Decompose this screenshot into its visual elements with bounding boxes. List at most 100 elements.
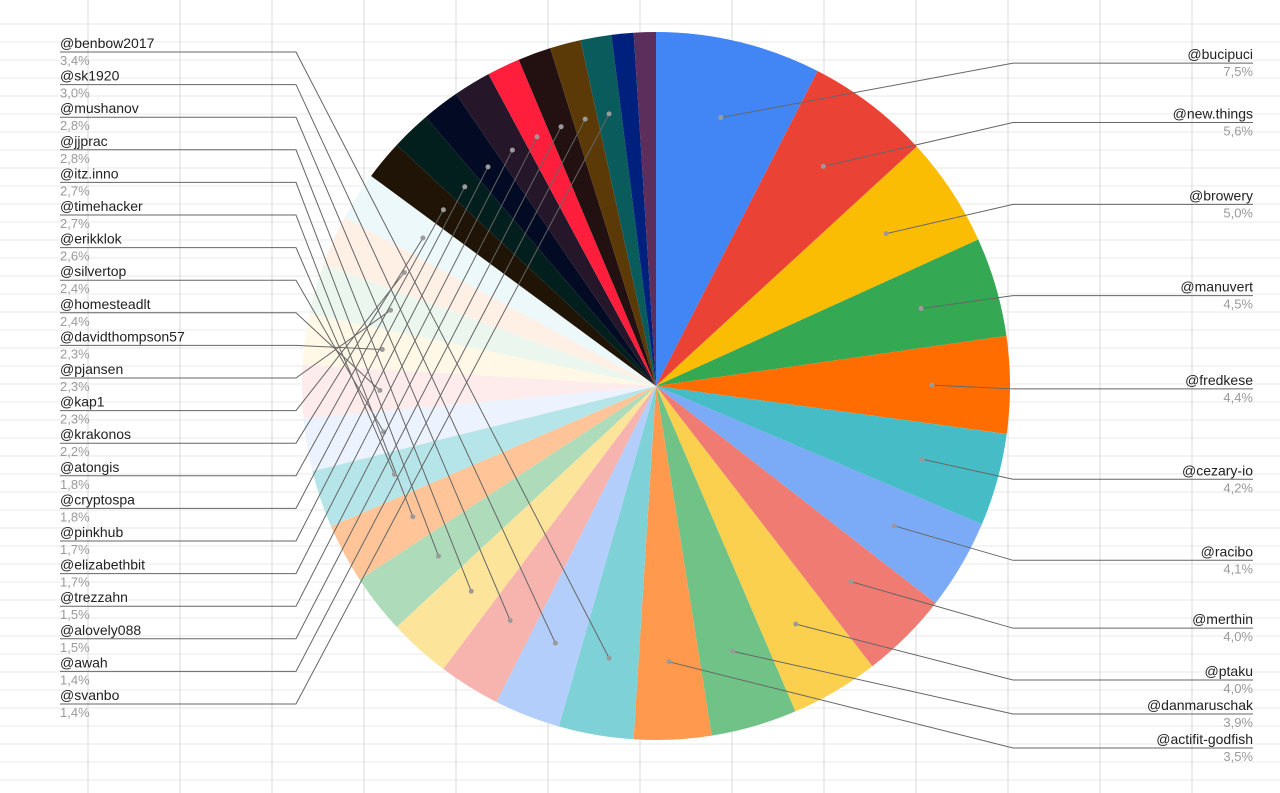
slice-percent-label: 1,5% bbox=[60, 607, 90, 622]
pie-slice-manuvert bbox=[656, 239, 1007, 386]
leader-dot bbox=[485, 164, 491, 170]
leader-line bbox=[668, 661, 1253, 749]
pie-slice-cezary-io bbox=[656, 386, 1007, 525]
slice-percent-label: 2,8% bbox=[60, 118, 90, 133]
slice-percent-label: 2,6% bbox=[60, 249, 90, 264]
slice-label: @krakonos bbox=[60, 426, 131, 442]
pie-slice-trezzahn bbox=[488, 59, 656, 386]
slice-label: @trezzahn bbox=[60, 589, 128, 605]
slice-percent-label: 4,0% bbox=[1223, 681, 1253, 696]
slice-label: @merthin bbox=[1192, 611, 1253, 627]
pie-slice-sk1920 bbox=[496, 386, 656, 727]
slice-percent-label: 5,6% bbox=[1223, 123, 1253, 138]
leader-dot bbox=[440, 207, 446, 213]
leader-line bbox=[60, 136, 538, 607]
slice-label: @alovely088 bbox=[60, 622, 141, 638]
leader-line bbox=[60, 309, 391, 379]
slice-label: @homesteadlt bbox=[60, 296, 151, 312]
leader-dot bbox=[558, 124, 564, 130]
slice-label: @actifit-godfish bbox=[1156, 731, 1253, 747]
slice-percent-label: 2,7% bbox=[60, 216, 90, 231]
slice-label: @erikklok bbox=[60, 231, 123, 247]
leader-line bbox=[60, 126, 562, 640]
pie-slice-alovely088 bbox=[518, 48, 656, 387]
slice-label: @kap1 bbox=[60, 394, 105, 410]
pie-slice-svanbo bbox=[580, 34, 656, 386]
pie-slice-awah bbox=[550, 40, 656, 386]
pie-slice-bucipuci bbox=[656, 32, 818, 386]
leader-dot bbox=[391, 471, 397, 477]
slice-percent-label: 1,8% bbox=[60, 477, 90, 492]
leader-line bbox=[850, 581, 1253, 629]
slice-percent-label: 4,4% bbox=[1223, 390, 1253, 405]
slice-label: @cryptospa bbox=[60, 491, 135, 507]
leader-dot bbox=[718, 115, 724, 121]
pie-slice-silvertop bbox=[303, 386, 656, 472]
slice-label: @ptaku bbox=[1205, 663, 1253, 679]
leader-dot bbox=[388, 307, 393, 313]
leader-dot bbox=[462, 184, 468, 190]
slice-label: @bucipuci bbox=[1187, 46, 1253, 62]
pie-slice-new-things bbox=[656, 71, 917, 386]
slice-label: @pinkhub bbox=[60, 524, 123, 540]
slice-percent-label: 4,1% bbox=[1223, 561, 1253, 576]
leader-line bbox=[60, 51, 610, 659]
leader-line bbox=[60, 84, 556, 644]
leader-line bbox=[720, 62, 1253, 119]
slice-percent-label: 2,3% bbox=[60, 379, 90, 394]
slice-label: @cezary-io bbox=[1182, 462, 1253, 478]
leader-line bbox=[60, 272, 405, 412]
slice-label: @mushanov bbox=[60, 100, 139, 116]
leader-line bbox=[60, 181, 439, 557]
leader-line bbox=[60, 247, 395, 475]
slice-label: @jjprac bbox=[60, 133, 108, 149]
pie-slice-jjprac bbox=[396, 386, 656, 669]
leader-dot bbox=[582, 116, 588, 122]
slice-percent-label: 1,5% bbox=[60, 640, 90, 655]
slice-label: @silvertop bbox=[60, 263, 127, 279]
slice-label: @svanbo bbox=[60, 687, 120, 703]
slice-percent-label: 3,0% bbox=[60, 86, 90, 101]
leader-dot bbox=[436, 553, 441, 559]
leader-dot bbox=[730, 648, 736, 654]
pie-slice bbox=[611, 32, 656, 387]
pie-slice-homesteadlt bbox=[302, 364, 656, 419]
leader-dot bbox=[552, 640, 558, 646]
leader-line bbox=[823, 121, 1253, 167]
slice-percent-label: 2,2% bbox=[60, 444, 90, 459]
slice-percent-label: 1,8% bbox=[60, 509, 90, 524]
leader-line bbox=[60, 186, 466, 509]
leader-dot bbox=[410, 514, 416, 520]
slice-percent-label: 1,7% bbox=[60, 575, 90, 590]
slice-percent-label: 3,5% bbox=[1223, 749, 1253, 764]
leader-dot bbox=[401, 270, 407, 275]
slice-percent-label: 1,7% bbox=[60, 542, 90, 557]
leader-dot bbox=[929, 382, 935, 388]
leader-line bbox=[60, 149, 513, 575]
leader-dot bbox=[820, 163, 826, 169]
leader-line bbox=[932, 384, 1253, 390]
leader-line bbox=[922, 458, 1253, 480]
pie-slice-benbow2017 bbox=[558, 386, 656, 740]
leader-line bbox=[60, 118, 586, 672]
slice-label: @timehacker bbox=[60, 198, 143, 214]
leader-dot bbox=[606, 111, 612, 117]
pie-slice-pinkhub bbox=[425, 93, 656, 387]
slice-label: @racibo bbox=[1201, 543, 1254, 559]
slice-percent-label: 2,4% bbox=[60, 314, 90, 329]
leader-line bbox=[60, 237, 424, 444]
leader-dot bbox=[793, 621, 799, 627]
leader-line bbox=[60, 312, 381, 391]
slice-label: @itz.inno bbox=[60, 165, 119, 181]
leader-line bbox=[920, 295, 1253, 309]
slice-label: @pjansen bbox=[60, 361, 123, 377]
pie-slice-davidthompson57 bbox=[302, 313, 656, 386]
slice-percent-label: 3,9% bbox=[1223, 715, 1253, 730]
pie-slice-itz-inno bbox=[359, 386, 656, 628]
slice-label: @davidthompson57 bbox=[60, 328, 185, 344]
slice-percent-label: 4,0% bbox=[1223, 629, 1253, 644]
leader-dot bbox=[507, 618, 513, 623]
leader-dot bbox=[606, 655, 612, 661]
